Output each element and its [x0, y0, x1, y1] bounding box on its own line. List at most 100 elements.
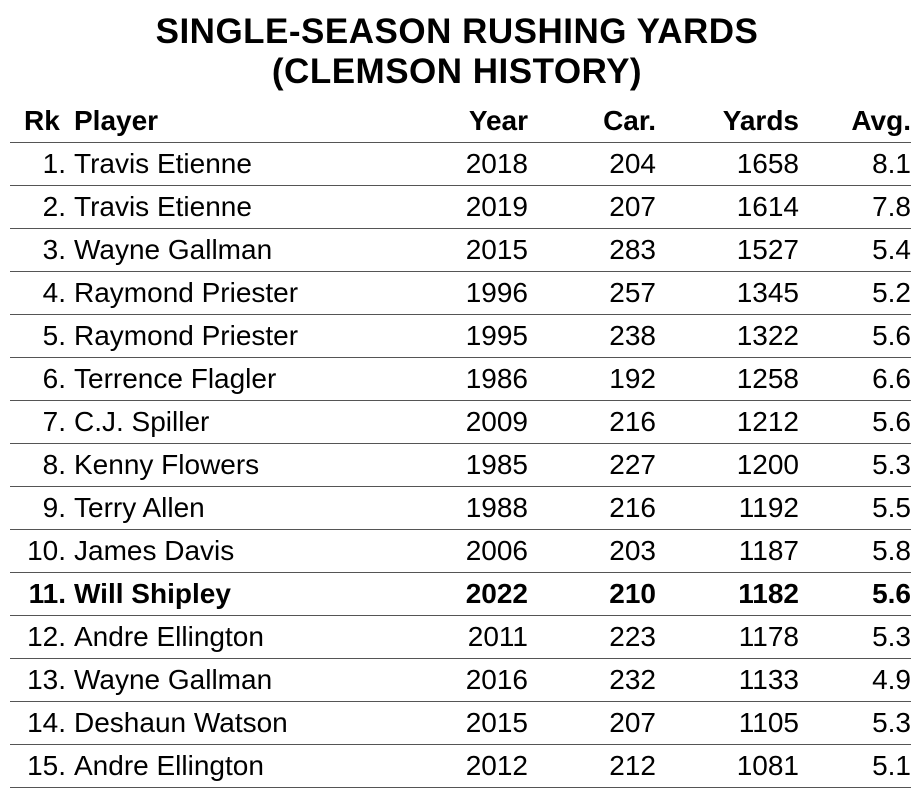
cell-rank: 7.	[10, 400, 74, 444]
table-row: 13. Wayne Gallman 2016 232 1133 4.9	[10, 658, 911, 702]
cell-yards: 1658	[656, 142, 799, 186]
cell-year: 2016	[404, 658, 528, 702]
cell-year: 2015	[404, 701, 528, 745]
table-row: 3. Wayne Gallman 2015 283 1527 5.4	[10, 228, 911, 272]
table-row: 9. Terry Allen 1988 216 1192 5.5	[10, 486, 911, 530]
cell-rank: 3.	[10, 228, 74, 272]
cell-yards: 1212	[656, 400, 799, 444]
cell-carries: 207	[528, 701, 656, 745]
cell-yards: 1081	[656, 744, 799, 788]
cell-rank: 9.	[10, 486, 74, 530]
cell-average: 5.8	[799, 529, 911, 573]
cell-carries: 227	[528, 443, 656, 487]
cell-year: 2006	[404, 529, 528, 573]
cell-carries: 203	[528, 529, 656, 573]
table-body: 1. Travis Etienne 2018 204 1658 8.1 2. Travis E…	[10, 142, 911, 788]
table-row: 11. Will Shipley 2022 210 1182 5.6	[10, 572, 911, 616]
table-header-row: Rk Player Year Car. Yards Avg.	[10, 100, 911, 143]
chart-title-line-1: SINGLE-SEASON RUSHING YARDS	[155, 12, 759, 51]
cell-carries: 283	[528, 228, 656, 272]
cell-carries: 223	[528, 615, 656, 659]
cell-yards: 1192	[656, 486, 799, 530]
cell-year: 2009	[404, 400, 528, 444]
cell-yards: 1133	[656, 658, 799, 702]
cell-average: 8.1	[799, 142, 911, 186]
cell-average: 5.1	[799, 744, 911, 788]
cell-player: Andre Ellington	[74, 615, 404, 659]
table-row: 15. Andre Ellington 2012 212 1081 5.1	[10, 744, 911, 788]
cell-rank: 1.	[10, 142, 74, 186]
cell-average: 5.2	[799, 271, 911, 315]
cell-player: James Davis	[74, 529, 404, 573]
cell-player: Terry Allen	[74, 486, 404, 530]
cell-average: 5.6	[799, 400, 911, 444]
cell-carries: 216	[528, 400, 656, 444]
cell-year: 1986	[404, 357, 528, 401]
cell-yards: 1258	[656, 357, 799, 401]
cell-player: Travis Etienne	[74, 142, 404, 186]
cell-rank: 5.	[10, 314, 74, 358]
cell-rank: 10.	[10, 529, 74, 573]
cell-carries: 212	[528, 744, 656, 788]
cell-average: 5.3	[799, 701, 911, 745]
cell-rank: 8.	[10, 443, 74, 487]
cell-yards: 1178	[656, 615, 799, 659]
header-average: Avg.	[799, 100, 911, 143]
cell-player: Travis Etienne	[74, 185, 404, 229]
cell-player: C.J. Spiller	[74, 400, 404, 444]
cell-rank: 12.	[10, 615, 74, 659]
cell-yards: 1105	[656, 701, 799, 745]
chart-title: SINGLE-SEASON RUSHING YARDS (CLEMSON HIS…	[0, 12, 914, 92]
header-rank: Rk	[10, 100, 74, 143]
cell-average: 5.6	[799, 572, 911, 616]
cell-year: 1996	[404, 271, 528, 315]
cell-average: 7.8	[799, 185, 911, 229]
cell-carries: 207	[528, 185, 656, 229]
cell-average: 5.4	[799, 228, 911, 272]
cell-year: 2022	[404, 572, 528, 616]
cell-carries: 210	[528, 572, 656, 616]
cell-rank: 15.	[10, 744, 74, 788]
rushing-yards-table: Rk Player Year Car. Yards Avg. 1. Travis …	[10, 100, 911, 788]
header-carries: Car.	[528, 100, 656, 143]
cell-carries: 216	[528, 486, 656, 530]
cell-rank: 14.	[10, 701, 74, 745]
cell-rank: 13.	[10, 658, 74, 702]
cell-carries: 232	[528, 658, 656, 702]
cell-year: 1985	[404, 443, 528, 487]
cell-carries: 192	[528, 357, 656, 401]
cell-player: Kenny Flowers	[74, 443, 404, 487]
table-row: 1. Travis Etienne 2018 204 1658 8.1	[10, 142, 911, 186]
cell-average: 5.6	[799, 314, 911, 358]
table-row: 10. James Davis 2006 203 1187 5.8	[10, 529, 911, 573]
cell-player: Terrence Flagler	[74, 357, 404, 401]
cell-player: Wayne Gallman	[74, 228, 404, 272]
header-player: Player	[74, 100, 404, 143]
cell-yards: 1527	[656, 228, 799, 272]
table-row: 12. Andre Ellington 2011 223 1178 5.3	[10, 615, 911, 659]
cell-carries: 204	[528, 142, 656, 186]
chart-title-line-2: (CLEMSON HISTORY)	[271, 52, 643, 91]
cell-yards: 1187	[656, 529, 799, 573]
table-row: 2. Travis Etienne 2019 207 1614 7.8	[10, 185, 911, 229]
cell-carries: 257	[528, 271, 656, 315]
cell-player: Wayne Gallman	[74, 658, 404, 702]
cell-rank: 11.	[10, 572, 74, 616]
cell-yards: 1345	[656, 271, 799, 315]
cell-year: 2018	[404, 142, 528, 186]
table-row: 8. Kenny Flowers 1985 227 1200 5.3	[10, 443, 911, 487]
cell-rank: 6.	[10, 357, 74, 401]
cell-average: 4.9	[799, 658, 911, 702]
cell-year: 2011	[404, 615, 528, 659]
cell-average: 6.6	[799, 357, 911, 401]
cell-average: 5.3	[799, 443, 911, 487]
cell-player: Raymond Priester	[74, 271, 404, 315]
cell-carries: 238	[528, 314, 656, 358]
table-row: 4. Raymond Priester 1996 257 1345 5.2	[10, 271, 911, 315]
cell-rank: 4.	[10, 271, 74, 315]
cell-player: Raymond Priester	[74, 314, 404, 358]
cell-average: 5.5	[799, 486, 911, 530]
cell-yards: 1614	[656, 185, 799, 229]
cell-player: Will Shipley	[74, 572, 404, 616]
cell-yards: 1200	[656, 443, 799, 487]
